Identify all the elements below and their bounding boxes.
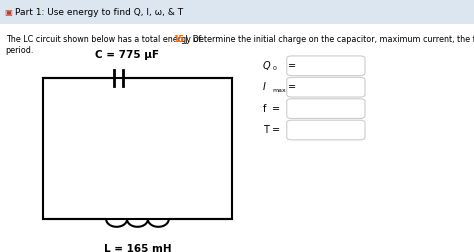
Text: =: = (272, 104, 280, 114)
Text: I: I (263, 82, 266, 92)
FancyBboxPatch shape (287, 99, 365, 118)
Text: C = 775 μF: C = 775 μF (95, 50, 159, 60)
Text: T: T (263, 125, 269, 135)
Text: J. Determine the initial charge on the capacitor, maximum current, the frequency: J. Determine the initial charge on the c… (183, 35, 474, 44)
Bar (0, 0, 474, 24)
Text: f: f (263, 104, 266, 114)
FancyBboxPatch shape (287, 77, 365, 97)
Text: Q: Q (263, 61, 271, 71)
Bar (43, 78, 232, 219)
Text: L = 165 mH: L = 165 mH (104, 244, 171, 252)
FancyBboxPatch shape (287, 120, 365, 140)
Text: Part 1: Use energy to find Q, I, ω, & T: Part 1: Use energy to find Q, I, ω, & T (15, 8, 183, 17)
Text: The LC circuit shown below has a total energy of: The LC circuit shown below has a total e… (6, 35, 203, 44)
FancyBboxPatch shape (287, 56, 365, 76)
Text: ▣: ▣ (5, 8, 13, 17)
Text: =: = (272, 125, 280, 135)
Text: 0: 0 (273, 66, 276, 71)
Text: =: = (288, 61, 296, 71)
Text: period.: period. (6, 46, 34, 55)
Text: =: = (288, 82, 296, 92)
Text: max: max (273, 88, 286, 93)
Text: 15: 15 (173, 35, 184, 44)
